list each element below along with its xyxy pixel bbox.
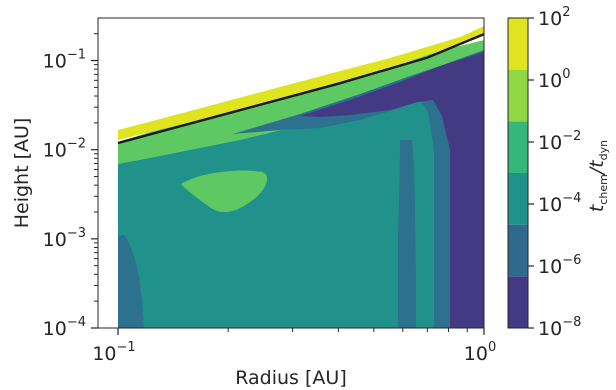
x-tick-label: 10−1 [92,340,135,365]
colorbar-tick-label: 10−8 [538,315,581,340]
y-tick-label: 10−2 [43,137,86,162]
contour-level-1e-6-to-1e-4-wedge [233,50,484,328]
colorbar-tick-label: 102 [538,5,570,30]
colorbar-tick-label: 10−2 [538,129,581,154]
colorbar-tick-label: 10−6 [538,253,581,278]
contour-level-1e-2-to-1 [118,40,484,164]
colorbar [507,17,529,329]
colorbar-tick-label: 10−4 [538,191,581,216]
contour-level-1e-4-to-1e-2 [118,46,484,328]
y-axis: 10−4 10−3 10−2 10−1 [43,33,98,340]
y-axis-label: Height [AU] [11,118,33,229]
x-axis-label: Radius [AU] [235,367,346,389]
contour-level-1e-8-to-1e-6 [300,52,484,328]
boundary-line [117,32,484,145]
x-axis: 10−1 100 [92,328,496,365]
colorbar-segment [508,121,528,173]
contour-right-blue-column [398,140,416,328]
colorbar-segment [508,224,528,277]
y-tick-label: 10−3 [43,226,86,251]
colorbar-frame [507,17,529,329]
plot-frame [97,17,485,329]
y-tick-label: 10−4 [43,315,86,340]
colorbar-segment [508,276,528,328]
colorbar-label: tchem/tdyn [586,140,610,212]
y-tick-label: 10−1 [43,48,86,73]
colorbar-segment [508,18,528,70]
colorbar-ticks: 10−8 10−6 10−4 10−2 100 102 [528,5,581,340]
contour-left-blue-column [118,234,144,328]
contour-interior-green-lobe [181,170,268,213]
contour-regions [117,26,484,328]
colorbar-segment [508,69,528,122]
contour-level-1-to-1e2 [118,26,484,140]
x-tick-label: 100 [464,340,496,365]
colorbar-segment [508,173,528,225]
colorbar-tick-label: 100 [538,67,570,92]
